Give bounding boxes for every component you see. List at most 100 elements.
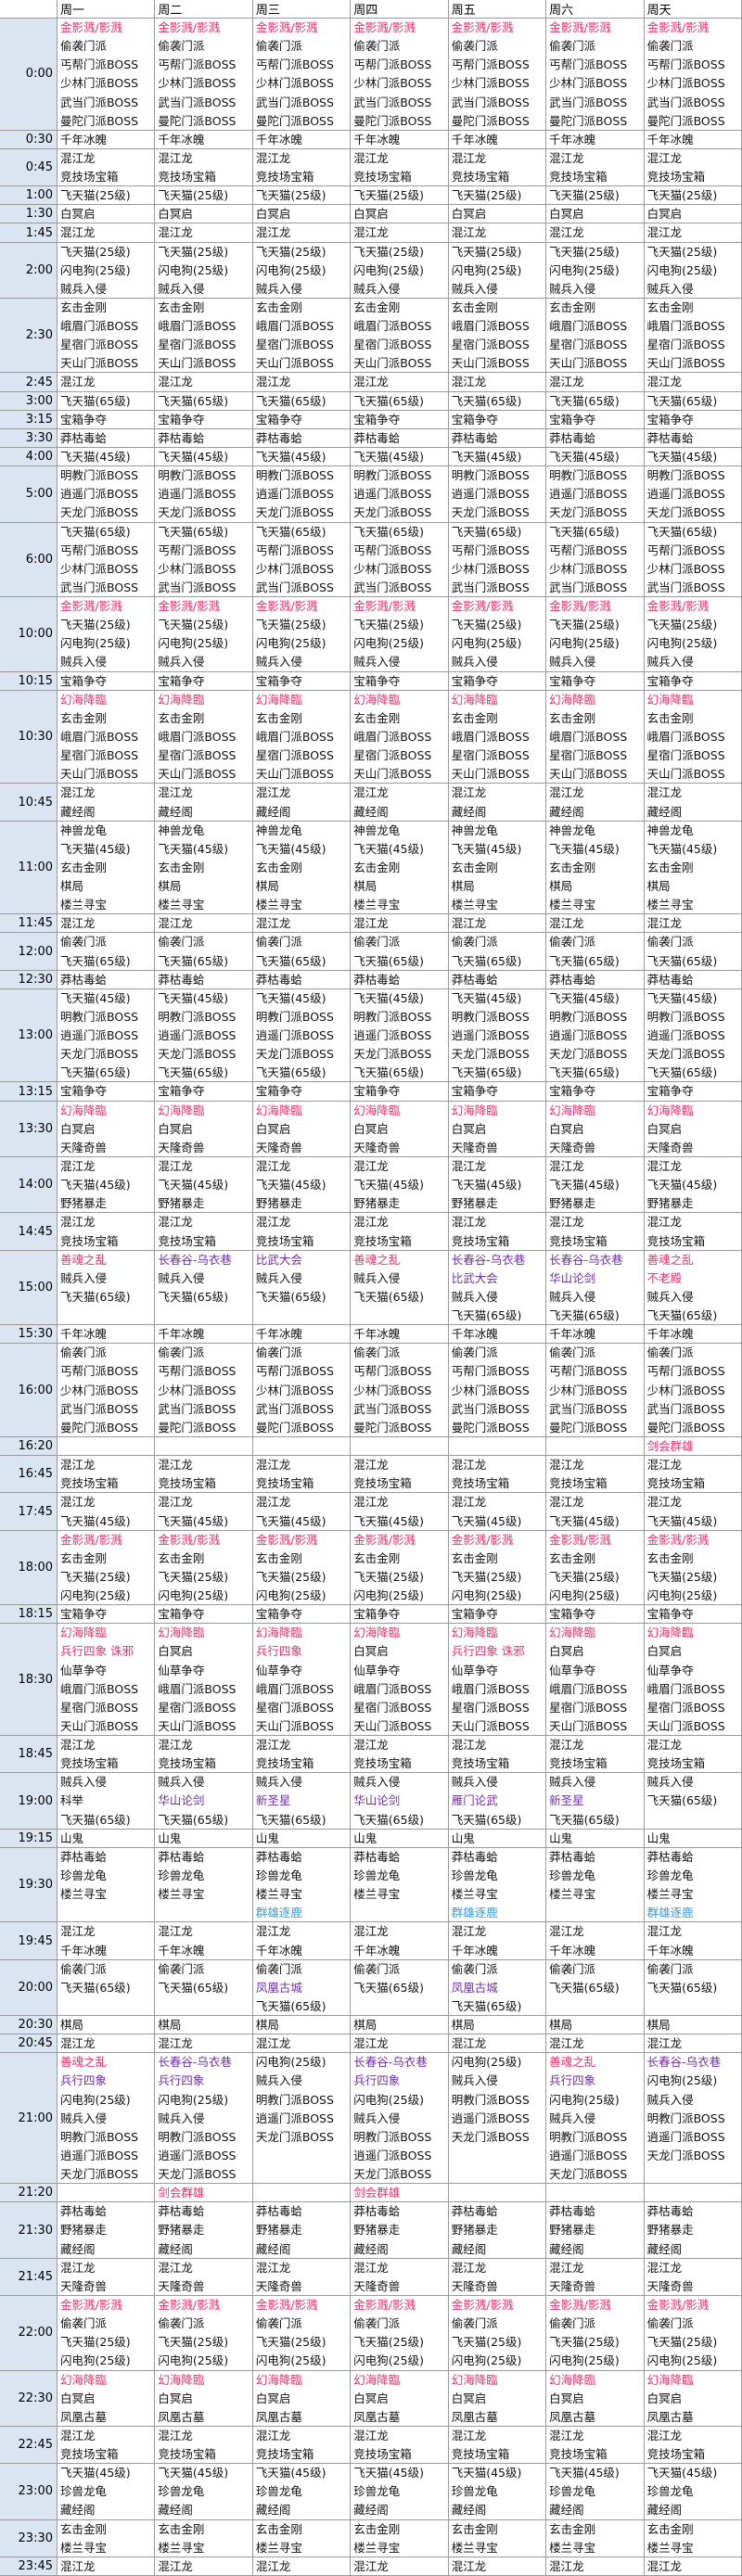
- activity: 闪电狗(25级): [451, 262, 522, 277]
- activity: 混江龙: [549, 1924, 584, 1939]
- schedule-cell: 宝箱争夺: [252, 410, 352, 429]
- activity: 白冥启: [255, 207, 291, 222]
- schedule-cell: 金影溅/影溅 偷袭门派 丐帮门派BOSS 少林门派BOSS 武当门派BOSS 曼陀门派BO…: [155, 19, 253, 131]
- activity: 竞技场宝箱: [451, 1233, 510, 1248]
- schedule-cell: 飞天猫(65级) 丐帮门派BOSS 少林门派BOSS 武当门派BOSS: [546, 522, 645, 598]
- activity: 混江龙: [158, 1738, 193, 1753]
- activity: 闪电狗(25级): [158, 2092, 229, 2107]
- schedule-cell: 混江龙 千年冰魄: [155, 1922, 253, 1960]
- schedule-cell: 混江龙 竞技场宝箱: [351, 1736, 449, 1774]
- schedule-cell: 棋局: [155, 2016, 253, 2035]
- schedule-cell: 白冥启: [448, 205, 547, 224]
- activity: 飞天猫(45级): [549, 990, 620, 1005]
- schedule-cell: 莽枯毒蛤 野猪暴走 藏经阁: [58, 2202, 156, 2259]
- schedule-cell: 混江龙 竞技场宝箱: [58, 1736, 156, 1774]
- activity: 珍兽龙龟: [451, 2484, 498, 2499]
- activity: 贼兵入侵: [60, 1775, 108, 1790]
- activity: 飞天猫(45级): [158, 841, 229, 856]
- activity: 少林门派BOSS: [60, 561, 139, 576]
- activity: 混江龙: [549, 2558, 584, 2573]
- activity: 长春谷-乌衣巷: [158, 2055, 232, 2070]
- schedule-cell: 混江龙: [252, 914, 352, 934]
- activity: 飞天猫(25级): [60, 188, 131, 203]
- activity: 竞技场宝箱: [646, 1756, 706, 1771]
- activity: 丐帮门派BOSS: [60, 542, 139, 557]
- schedule-cell: 金影溅/影溅 飞天猫(25级) 闪电狗(25级) 贼兵入侵: [644, 597, 742, 672]
- activity: 混江龙: [255, 150, 291, 165]
- activity: 飞天猫(25级): [158, 188, 229, 203]
- schedule-cell: 山鬼: [252, 1829, 352, 1848]
- activity: 偷袭门派: [60, 2316, 108, 2331]
- schedule-cell: [448, 2184, 547, 2203]
- schedule-cell: 明教门派BOSS 逍遥门派BOSS 天龙门派BOSS: [351, 466, 449, 523]
- activity: 闪电狗(25级): [646, 2073, 718, 2088]
- schedule-cell: 飞天猫(65级): [58, 391, 156, 411]
- schedule-cell: 混江龙 竞技场宝箱: [644, 2426, 742, 2465]
- activity: 山鬼: [549, 1830, 573, 1845]
- activity: 珍兽龙龟: [549, 2484, 596, 2499]
- schedule-cell: 莽枯毒蛤 野猪暴走 藏经阁: [351, 2202, 449, 2259]
- activity: 宝箱争夺: [60, 1084, 108, 1099]
- schedule-cell: 混江龙 飞天猫(45级) 野猪暴走: [644, 1157, 742, 1214]
- activity: 星宿门派BOSS: [646, 1700, 725, 1715]
- schedule-cell: 宝箱争夺: [351, 1605, 449, 1625]
- activity: 天隆奇兽: [353, 1140, 401, 1154]
- activity: 金影溅/影溅: [60, 599, 122, 614]
- activity: 善魂之乱: [549, 2055, 596, 2070]
- activity: 飞天猫(65级): [451, 1812, 522, 1827]
- activity: 群雄逐鹿: [646, 1906, 694, 1920]
- activity: 竞技场宝箱: [158, 170, 216, 185]
- activity: 飞天猫(65级): [646, 1308, 718, 1323]
- schedule-cell: 宝箱争夺: [58, 1082, 156, 1102]
- activity: 飞天猫(65级): [646, 1065, 718, 1080]
- activity: 混江龙: [646, 150, 683, 165]
- time-label: 12:00: [0, 933, 58, 971]
- activity: 混江龙: [158, 1159, 193, 1173]
- activity: 贼兵入侵: [451, 1289, 498, 1304]
- schedule-cell: [448, 1436, 547, 1457]
- activity: 竞技场宝箱: [353, 1233, 412, 1248]
- schedule-cell: 千年冰魄: [252, 130, 352, 149]
- schedule-cell: 偷袭门派 飞天猫(65级): [448, 933, 547, 971]
- time-label: 10:15: [0, 671, 58, 691]
- schedule-cell: 莽枯毒蛤: [644, 428, 742, 448]
- activity: 千年冰魄: [255, 1943, 302, 1958]
- activity: 偷袭门派: [60, 935, 108, 950]
- activity: 逍遥门派BOSS: [549, 1028, 628, 1043]
- activity: 少林门派BOSS: [353, 1383, 432, 1397]
- activity: 闪电狗(25级): [549, 636, 620, 651]
- activity: 白冥启: [60, 2391, 96, 2405]
- activity: 金影溅/影溅: [549, 2298, 611, 2313]
- schedule-cell: 金影溅/影溅 玄击金刚 飞天猫(25级) 闪电狗(25级): [644, 1530, 742, 1606]
- time-label: 21:00: [0, 2053, 58, 2185]
- schedule-cell: 幻海降臨 玄击金刚 峨眉门派BOSS 星宿门派BOSS 天山门派BOSS: [546, 690, 645, 784]
- schedule-cell: 金影溅/影溅 偷袭门派 飞天猫(25级) 闪电狗(25级): [448, 2296, 547, 2371]
- schedule-cell: 飞天猫(25级): [58, 186, 156, 206]
- activity: 飞天猫(25级): [255, 244, 326, 259]
- schedule-cell: 宝箱争夺: [546, 1605, 645, 1625]
- activity: 闪电狗(25级): [353, 2353, 424, 2368]
- activity: 飞天猫(65级): [451, 524, 522, 539]
- activity: 千年冰魄: [60, 1327, 108, 1342]
- activity: 兵行四象: [549, 2073, 596, 2088]
- activity: 莽枯毒蛤: [549, 1849, 596, 1864]
- schedule-cell: 剑会群雄: [644, 1436, 742, 1457]
- activity: 星宿门派BOSS: [549, 748, 628, 763]
- schedule-cell: 混江龙 藏经阁: [546, 784, 645, 822]
- activity: 天山门派BOSS: [549, 1718, 628, 1733]
- schedule-cell: 千年冰魄: [252, 1325, 352, 1345]
- activity: 玄击金刚: [646, 2521, 694, 2536]
- activity: 棋局: [646, 879, 671, 894]
- activity: 兵行四象: [158, 2073, 205, 2088]
- activity: 混江龙: [60, 150, 96, 165]
- activity: 藏经阁: [158, 2241, 193, 2256]
- activity: 幻海降臨: [646, 1103, 694, 1117]
- activity: 飞天猫(45级): [158, 450, 229, 465]
- schedule-cell: 神兽龙龟 飞天猫(45级) 玄击金刚 棋局 楼兰寻宝: [155, 821, 253, 915]
- schedule-cell: 偷袭门派 飞天猫(65级): [58, 1959, 156, 2017]
- schedule-cell: 莽枯毒蛤 野猪暴走 藏经阁: [448, 2202, 547, 2259]
- schedule-cell: 神兽龙龟 飞天猫(45级) 玄击金刚 棋局 楼兰寻宝: [58, 821, 156, 915]
- activity: 混江龙: [158, 2558, 193, 2573]
- activity: 莽枯毒蛤: [255, 430, 302, 445]
